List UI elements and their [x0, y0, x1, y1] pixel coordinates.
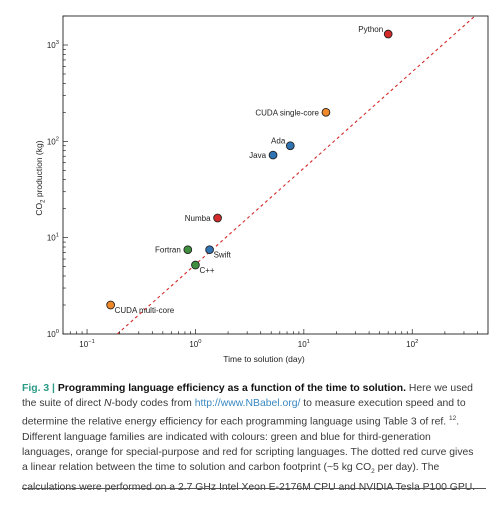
caption-text: per day). The calculations were performe…: [22, 462, 475, 492]
x-tick-label: 101: [298, 339, 310, 349]
point-label-cuda-single-core: CUDA single-core: [255, 108, 319, 117]
trend-line: [116, 16, 476, 334]
y-tick-label: 101: [47, 233, 59, 243]
caption-italic-n: N: [104, 398, 112, 410]
caption-text: . Different language families are indica…: [22, 416, 474, 474]
point-label-numba: Numba: [185, 214, 211, 223]
data-point-fortran: [183, 245, 193, 255]
x-tick-label: 102: [406, 339, 418, 349]
x-tick-label: 100: [189, 339, 201, 349]
data-point-python: [383, 29, 393, 39]
caption-text: Here we used the suite of direct: [22, 383, 473, 410]
data-point-cuda-single-core: [321, 107, 331, 117]
data-point-cuda-multi-core: [106, 300, 115, 310]
point-label-cuda-multi-core: CUDA multi-core: [115, 306, 175, 315]
caption-text: -body codes from: [111, 398, 195, 410]
data-point-numba: [213, 213, 222, 223]
x-tick-label: 10−1: [79, 339, 95, 349]
scatter-chart: 10−1 100 101 102 100 101 102 103 Python CUDA sin…: [34, 15, 489, 364]
point-label-swift: Swift: [214, 251, 232, 260]
data-point-java: [268, 150, 278, 160]
point-label-c: C++: [199, 266, 214, 275]
co2-subscript: 2: [371, 468, 375, 476]
plot-frame: [62, 15, 489, 335]
figure-title: Programming language efficiency as a fun…: [57, 383, 406, 394]
y-tick-label: 100: [47, 329, 59, 339]
reference-number[interactable]: 12: [449, 415, 457, 423]
caption-text: to measure execution speed and to determ…: [22, 398, 466, 428]
data-point-c: [191, 260, 200, 270]
figure-caption: Fig. 3 | Programming language efficiency…: [22, 381, 482, 495]
point-label-java: Java: [249, 151, 266, 160]
caption-divider: [22, 488, 486, 489]
x-axis-label: Time to solution (day): [223, 354, 305, 364]
nbabel-link[interactable]: http://www.NBabel.org/: [194, 398, 301, 410]
point-label-python: Python: [358, 25, 383, 34]
figure-label: Fig. 3 |: [22, 383, 55, 394]
y-axis-label: CO2 production (kg): [34, 140, 47, 215]
data-point-ada: [285, 141, 295, 151]
y-tick-label: 103: [47, 40, 59, 50]
y-tick-label: 102: [47, 136, 59, 146]
point-label-ada: Ada: [271, 137, 286, 146]
data-point-swift: [205, 245, 214, 255]
point-label-fortran: Fortran: [155, 246, 181, 255]
